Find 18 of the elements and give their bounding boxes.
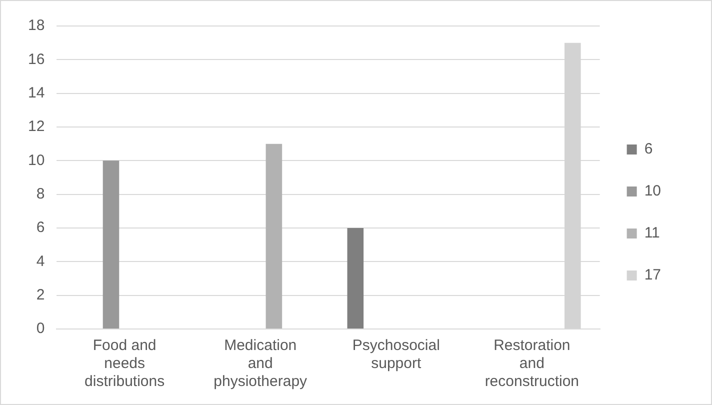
x-tick-label: Psychosocial support — [352, 337, 440, 372]
y-tick-label: 8 — [36, 185, 45, 202]
legend-label: 6 — [644, 140, 653, 158]
y-tick-label: 4 — [36, 252, 45, 270]
x-tick-label: Food and needs distributions — [84, 337, 165, 390]
y-tick-label: 12 — [28, 118, 45, 136]
y-tick-label: 2 — [36, 286, 45, 304]
legend-label: 10 — [644, 182, 662, 200]
y-tick-label: 10 — [28, 152, 45, 169]
x-tick-label: Medication and physiotherapy — [214, 337, 308, 390]
legend-label: 11 — [644, 224, 660, 242]
x-tick-label: Restoration and reconstruction — [484, 337, 580, 390]
y-tick-label: 14 — [28, 84, 45, 102]
legend-label: 17 — [644, 266, 662, 284]
y-tick-label: 0 — [36, 320, 45, 338]
y-tick-label: 16 — [28, 50, 45, 68]
y-tick-label: 18 — [28, 17, 45, 34]
y-tick-label: 6 — [36, 219, 45, 236]
